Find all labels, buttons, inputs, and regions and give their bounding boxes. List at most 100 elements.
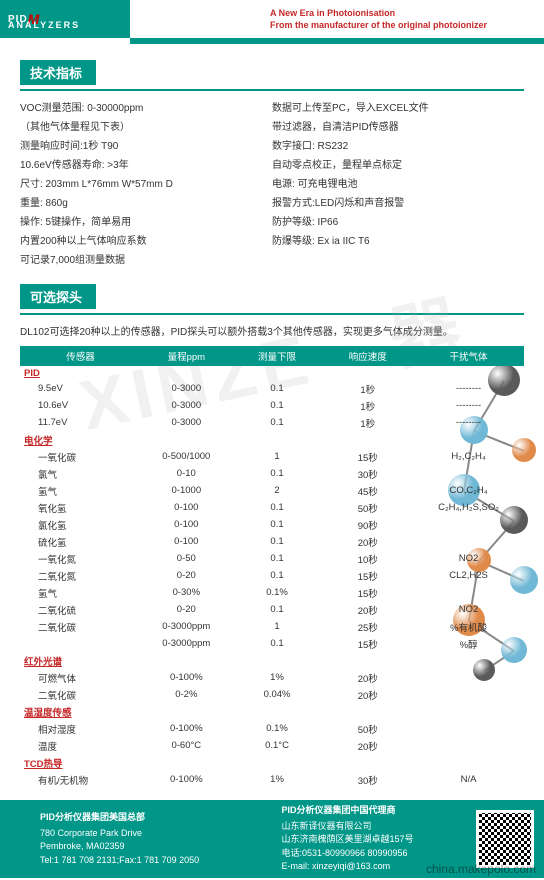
spec-line: 重量: 860g bbox=[20, 194, 272, 213]
section-probe-title: 可选探头 bbox=[20, 284, 96, 309]
table-cell: 0-500/1000 bbox=[141, 448, 232, 465]
section-divider bbox=[20, 313, 524, 315]
table-cell: 0.1 bbox=[232, 550, 323, 567]
footer-line: Pembroke, MA02359 bbox=[40, 840, 261, 854]
table-row: 相对湿度0-100%0.1%50秒 bbox=[20, 720, 524, 737]
table-cell: 0-50 bbox=[141, 550, 232, 567]
table-cell: 15秒 bbox=[322, 635, 413, 652]
table-cell: 0-3000ppm bbox=[141, 635, 232, 652]
page-header: PID M ANALYZERS A New Era in Photoionisa… bbox=[0, 0, 544, 50]
table-cell: 30秒 bbox=[322, 465, 413, 482]
table-cell: 氯化氢 bbox=[20, 516, 141, 533]
footer-line: 山东新译仪器有限公司 bbox=[281, 820, 466, 834]
table-cell: 0-20 bbox=[141, 567, 232, 584]
table-cell: 20秒 bbox=[322, 686, 413, 703]
table-cell: 0-30% bbox=[141, 584, 232, 601]
table-cell: 1 bbox=[232, 618, 323, 635]
table-cell: 0-3000 bbox=[141, 397, 232, 414]
spec-line: 尺寸: 203mm L*76mm W*57mm D bbox=[20, 175, 272, 194]
spec-line: 报警方式:LED闪烁和声音报警 bbox=[272, 194, 524, 213]
table-cell: 0-100 bbox=[141, 516, 232, 533]
table-cell: 1秒 bbox=[322, 414, 413, 431]
table-cell bbox=[413, 720, 524, 737]
table-row: 有机/无机物0-100%1%30秒N/A bbox=[20, 771, 524, 788]
table-cell: 0-20 bbox=[141, 601, 232, 618]
table-cell: 0.1°C bbox=[232, 737, 323, 754]
footer-left: PID分析仪器集团美国总部 780 Corporate Park DrivePe… bbox=[0, 805, 271, 873]
table-cell: 1秒 bbox=[322, 380, 413, 397]
table-cell: 50秒 bbox=[322, 720, 413, 737]
table-cell: 15秒 bbox=[322, 584, 413, 601]
table-cell: 11.7eV bbox=[20, 414, 141, 431]
table-cell: 氢气 bbox=[20, 482, 141, 499]
footer-line: Tel:1 781 708 2131;Fax:1 781 709 2050 bbox=[40, 854, 261, 868]
table-cell: 90秒 bbox=[322, 516, 413, 533]
table-cell: 氢气 bbox=[20, 584, 141, 601]
table-cell: 0-3000 bbox=[141, 380, 232, 397]
table-cell: NO2 bbox=[413, 601, 524, 618]
table-cell: 二氧化硫 bbox=[20, 601, 141, 618]
table-cell: 20秒 bbox=[322, 669, 413, 686]
table-cell: 硫化氢 bbox=[20, 533, 141, 550]
table-cell: 0-1000 bbox=[141, 482, 232, 499]
spec-line: 测量响应时间:1秒 T90 bbox=[20, 137, 272, 156]
footer-line: 山东济南槐荫区美里湖卓越157号 bbox=[281, 833, 466, 847]
table-cell: 0-60°C bbox=[141, 737, 232, 754]
table-row: 氧化氢0-1000.150秒C₂H₄,H₂S,SO₂ bbox=[20, 499, 524, 516]
table-cell: 氯气 bbox=[20, 465, 141, 482]
table-cell: 0-100% bbox=[141, 669, 232, 686]
table-cell: 20秒 bbox=[322, 601, 413, 618]
logo-block: PID M ANALYZERS bbox=[0, 0, 130, 38]
table-cell: 二氧化碳 bbox=[20, 618, 141, 635]
table-cell: 10.6eV bbox=[20, 397, 141, 414]
table-cell: 0.1% bbox=[232, 584, 323, 601]
table-row: 氢气0-30%0.1%15秒 bbox=[20, 584, 524, 601]
table-cell: 0.1 bbox=[232, 533, 323, 550]
table-cell: %有机酸 bbox=[413, 618, 524, 635]
table-cell: 0-100% bbox=[141, 771, 232, 788]
table-cell: 1 bbox=[232, 448, 323, 465]
spec-line: 可记录7,000组测量数据 bbox=[20, 251, 272, 270]
table-cell: 0-3000 bbox=[141, 414, 232, 431]
table-cell bbox=[413, 516, 524, 533]
table-cell: 1% bbox=[232, 669, 323, 686]
table-cell: 15秒 bbox=[322, 567, 413, 584]
table-header-cell: 测量下限 bbox=[232, 346, 323, 366]
table-cell bbox=[20, 635, 141, 652]
table-cell: 0-100 bbox=[141, 533, 232, 550]
table-row: 氯气0-100.130秒 bbox=[20, 465, 524, 482]
table-cell: 相对湿度 bbox=[20, 720, 141, 737]
table-row: 一氧化碳0-500/1000115秒H₂,C₂H₄ bbox=[20, 448, 524, 465]
table-cell: 温度 bbox=[20, 737, 141, 754]
tagline-2: From the manufacturer of the original ph… bbox=[270, 20, 487, 30]
specs-right-column: 数据可上传至PC，导入EXCEL文件带过滤器，自清洁PID传感器数字接口: RS… bbox=[272, 99, 524, 270]
table-row: 温度0-60°C0.1°C20秒 bbox=[20, 737, 524, 754]
table-row: 10.6eV0-30000.11秒-------- bbox=[20, 397, 524, 414]
table-row: 9.5eV0-30000.11秒-------- bbox=[20, 380, 524, 397]
table-cell: 50秒 bbox=[322, 499, 413, 516]
table-cell: 0-2% bbox=[141, 686, 232, 703]
table-cell bbox=[413, 584, 524, 601]
table-row: 二氧化碳0-3000ppm125秒%有机酸 bbox=[20, 618, 524, 635]
sensor-table: 传感器量程ppm测量下限响应速度干扰气体 PID9.5eV0-30000.11秒… bbox=[20, 346, 524, 788]
logo-subtext: ANALYZERS bbox=[8, 20, 80, 30]
table-cell: CL2,H2S bbox=[413, 567, 524, 584]
table-cell: 1% bbox=[232, 771, 323, 788]
table-cell: NO2 bbox=[413, 550, 524, 567]
table-cell: 0.1 bbox=[232, 516, 323, 533]
site-watermark: china.makepolo.com bbox=[426, 862, 536, 876]
spec-line: （其他气体量程见下表） bbox=[20, 118, 272, 137]
table-cell: 0.1 bbox=[232, 499, 323, 516]
spec-line: 防护等级: IP66 bbox=[272, 213, 524, 232]
table-group-header: 电化学 bbox=[20, 431, 524, 448]
table-cell: 0.1 bbox=[232, 601, 323, 618]
table-row: 11.7eV0-30000.11秒-------- bbox=[20, 414, 524, 431]
table-cell: -------- bbox=[413, 380, 524, 397]
table-cell: 二氧化氮 bbox=[20, 567, 141, 584]
table-cell: H₂,C₂H₄ bbox=[413, 448, 524, 465]
section-specs-title: 技术指标 bbox=[20, 60, 96, 85]
spec-line: 带过滤器，自清洁PID传感器 bbox=[272, 118, 524, 137]
specs-left-column: VOC测量范围: 0-30000ppm（其他气体量程见下表）测量响应时间:1秒 … bbox=[20, 99, 272, 270]
table-group-header: TCD热导 bbox=[20, 754, 524, 771]
table-cell: -------- bbox=[413, 397, 524, 414]
